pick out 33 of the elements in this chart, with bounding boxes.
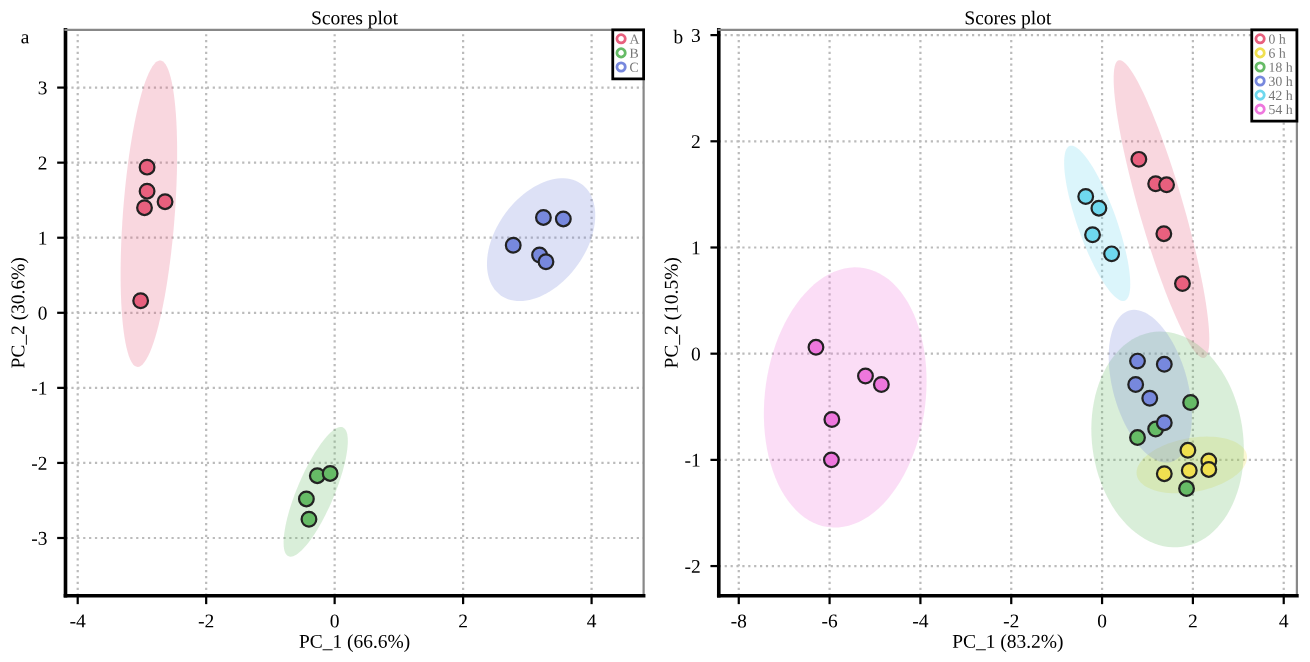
x-tick-label: -8 [731,614,747,628]
y-tick-label: 0 [38,306,47,320]
y-tick-label: 0 [691,347,700,361]
y-tick-label: 1 [692,241,700,255]
y-tick-label: -3 [31,531,47,545]
x-tick-label: 2 [1188,614,1197,628]
x-tick-label: -4 [70,614,86,628]
x-tick-label: 0 [1097,614,1107,628]
x-tick-label: 2 [459,614,467,628]
y-axis-title: PC_2 (10.5%) [664,258,682,368]
x-axis-title: PC_1 (66.6%) [299,634,410,652]
chart-title: Scores plot [312,10,398,29]
x-tick-label: 0 [330,614,339,628]
x-tick-label: 4 [587,614,597,628]
x-tick-label: -6 [822,614,838,628]
y-tick-label: 3 [38,81,47,95]
chart-title: Scores plot [965,10,1052,29]
y-tick-label: -1 [31,381,47,395]
x-tick-label: -4 [913,614,929,628]
text: a [21,34,30,44]
x-tick-label: -2 [198,614,214,628]
y-tick-label: 3 [691,28,700,43]
y-tick-label: 1 [39,231,47,245]
y-tick-label: -2 [685,559,700,573]
y-tick-label: -1 [685,453,700,467]
y-axis-title: PC_2 (30.6%) [10,258,29,368]
y-tick-label: -2 [31,456,47,470]
x-axis-title: PC_1 (83.2%) [952,634,1063,652]
y-tick-label: 2 [38,156,47,170]
x-tick-label: 4 [1279,614,1289,628]
x-tick-label: -2 [1003,614,1019,628]
text: b [673,29,683,44]
y-tick-label: 2 [691,135,700,149]
